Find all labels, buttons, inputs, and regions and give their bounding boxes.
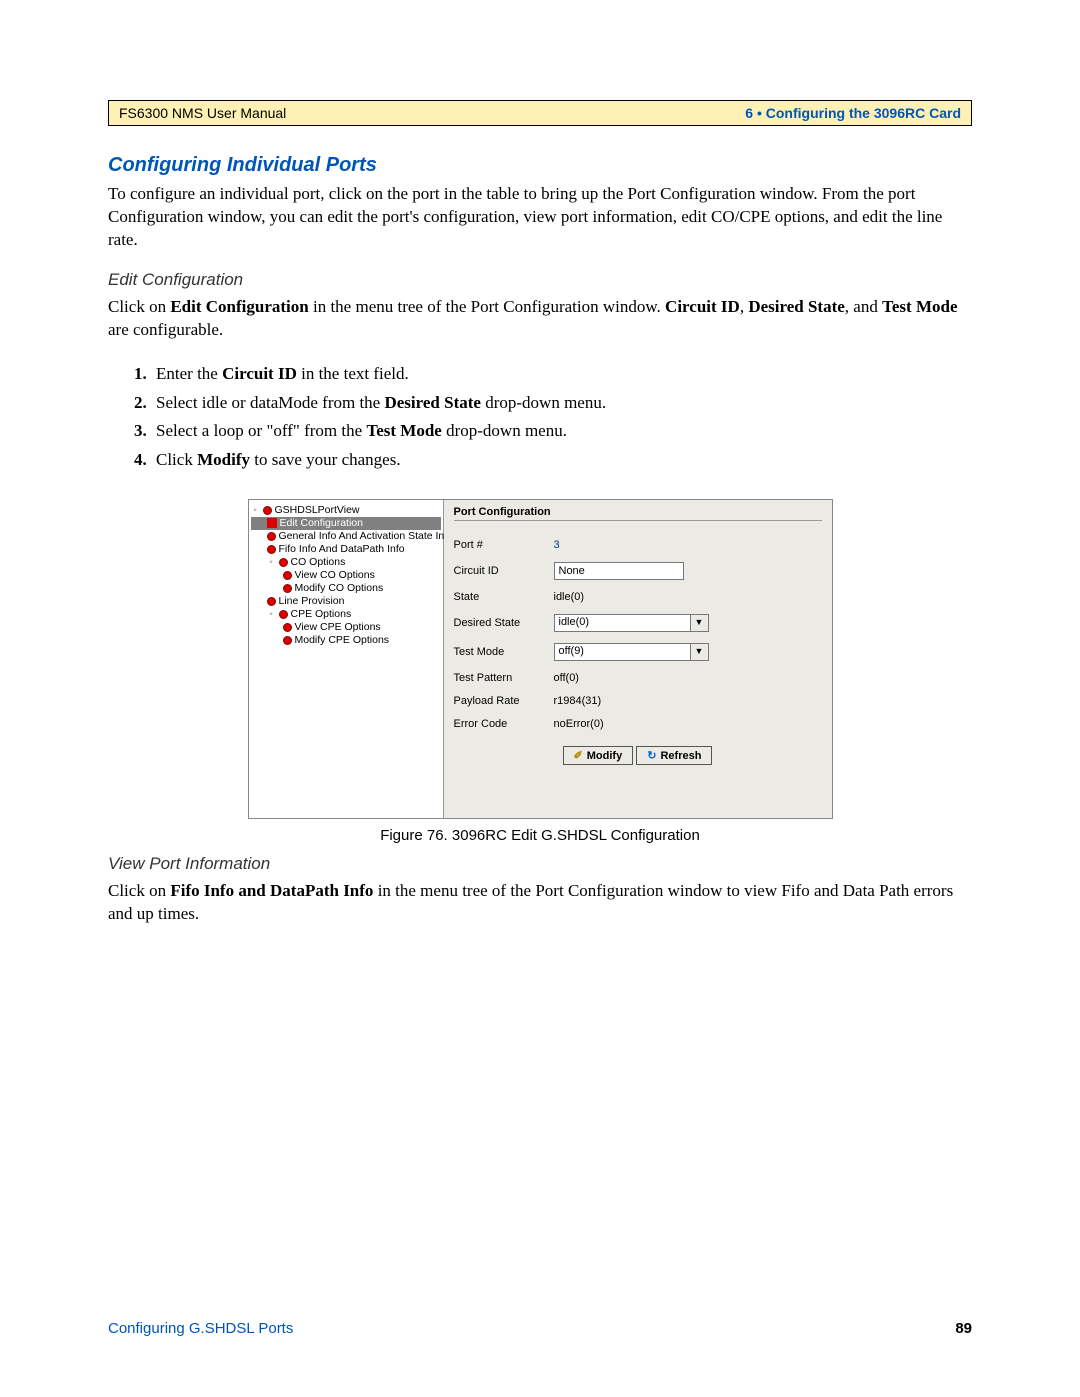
figure-caption: Figure 76. 3096RC Edit G.SHDSL Configura…: [108, 827, 972, 844]
circuit-id-input[interactable]: [554, 562, 684, 580]
circuit-label: Circuit ID: [454, 565, 554, 577]
chevron-down-icon[interactable]: ▼: [691, 614, 709, 632]
test-mode-label: Test Mode: [454, 646, 554, 658]
page-header: FS6300 NMS User Manual 6 • Configuring t…: [108, 100, 972, 126]
desired-state-select[interactable]: idle(0)▼: [554, 614, 709, 632]
tree-pane: ◦GSHDSLPortView Edit Configuration Gener…: [249, 500, 444, 818]
subsection-heading: Edit Configuration: [108, 270, 972, 290]
test-mode-select[interactable]: off(9)▼: [554, 643, 709, 661]
header-left: FS6300 NMS User Manual: [119, 105, 286, 121]
step-item: 2.Select idle or dataMode from the Desir…: [126, 389, 972, 418]
page-footer: Configuring G.SHDSL Ports 89: [108, 1320, 972, 1337]
tree-item[interactable]: General Info And Activation State Info: [251, 530, 441, 543]
screenshot-figure: ◦GSHDSLPortView Edit Configuration Gener…: [248, 499, 833, 819]
modify-button[interactable]: ✐Modify: [563, 746, 634, 765]
refresh-button[interactable]: ↻Refresh: [636, 746, 712, 765]
error-code-label: Error Code: [454, 718, 554, 730]
fieldset-legend: Port Configuration: [454, 506, 822, 521]
section-heading: Configuring Individual Ports: [108, 154, 972, 177]
desired-state-label: Desired State: [454, 617, 554, 629]
steps-list: 1.Enter the Circuit ID in the text field…: [108, 360, 972, 476]
form-pane: Port Configuration Port #3 Circuit ID St…: [444, 500, 832, 818]
view-port-para: Click on Fifo Info and DataPath Info in …: [108, 880, 972, 926]
step-item: 4.Click Modify to save your changes.: [126, 446, 972, 475]
intro-text: To configure an individual port, click o…: [108, 183, 972, 252]
payload-rate-value: r1984(31): [554, 695, 602, 707]
payload-rate-label: Payload Rate: [454, 695, 554, 707]
header-right: 6 • Configuring the 3096RC Card: [745, 105, 961, 121]
modify-icon: ✐: [574, 749, 583, 762]
step-item: 1.Enter the Circuit ID in the text field…: [126, 360, 972, 389]
port-label: Port #: [454, 539, 554, 551]
tree-item[interactable]: ◦CO Options: [251, 556, 441, 569]
page-number: 89: [955, 1320, 972, 1337]
tree-item[interactable]: View CPE Options: [251, 621, 441, 634]
test-pattern-value: off(0): [554, 672, 579, 684]
state-value: idle(0): [554, 591, 585, 603]
tree-item[interactable]: Line Provision: [251, 595, 441, 608]
step-item: 3.Select a loop or "off" from the Test M…: [126, 417, 972, 446]
port-value: 3: [554, 539, 560, 551]
tree-root[interactable]: ◦GSHDSLPortView: [251, 504, 441, 517]
tree-item[interactable]: ◦CPE Options: [251, 608, 441, 621]
tree-item[interactable]: View CO Options: [251, 569, 441, 582]
footer-left: Configuring G.SHDSL Ports: [108, 1320, 293, 1337]
tree-item-edit-config[interactable]: Edit Configuration: [251, 517, 441, 530]
test-pattern-label: Test Pattern: [454, 672, 554, 684]
tree-item[interactable]: Fifo Info And DataPath Info: [251, 543, 441, 556]
tree-item[interactable]: Modify CO Options: [251, 582, 441, 595]
subsection-heading: View Port Information: [108, 854, 972, 874]
tree-item[interactable]: Modify CPE Options: [251, 634, 441, 647]
refresh-icon: ↻: [647, 749, 656, 762]
chevron-down-icon[interactable]: ▼: [691, 643, 709, 661]
state-label: State: [454, 591, 554, 603]
error-code-value: noError(0): [554, 718, 604, 730]
edit-config-para: Click on Edit Configuration in the menu …: [108, 296, 972, 342]
